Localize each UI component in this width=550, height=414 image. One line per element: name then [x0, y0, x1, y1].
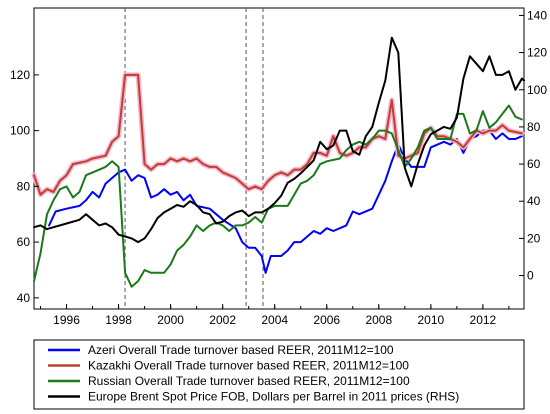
x-tick-label: 2010 — [417, 313, 444, 327]
left-tick-label: 40 — [17, 291, 31, 305]
series-line-3 — [33, 36, 525, 244]
series-line-0 — [48, 129, 523, 274]
legend-label-3: Europe Brent Spot Price FOB, Dollars per… — [88, 390, 459, 404]
right-tick-label: 80 — [527, 120, 541, 134]
series-line-1 — [33, 73, 523, 196]
vertical-reference-lines — [124, 8, 264, 309]
x-tick-label: 2000 — [157, 313, 184, 327]
right-tick-label: 60 — [527, 157, 541, 171]
right-tick-label: 140 — [527, 8, 547, 22]
left-axis: 40 60 80 100 120 — [10, 68, 39, 305]
right-tick-label: 20 — [527, 231, 541, 245]
legend: Azeri Overall Trade turnover based REER,… — [48, 343, 459, 404]
x-axis: 1996 1998 2000 2002 2004 2006 2008 2010 2012 — [40, 304, 510, 327]
right-tick-label: 100 — [527, 83, 547, 97]
x-tick-label: 2004 — [261, 313, 288, 327]
legend-label-2: Russian Overall Trade turnover based REE… — [88, 374, 410, 388]
series-layer — [31, 36, 525, 288]
right-tick-label: 40 — [527, 194, 541, 208]
right-tick-label: 120 — [527, 46, 547, 60]
x-tick-label: 1998 — [105, 313, 132, 327]
legend-box — [33, 339, 525, 410]
x-tick-label: 1996 — [53, 313, 80, 327]
x-tick-label: 2006 — [313, 313, 340, 327]
left-tick-label: 60 — [17, 235, 31, 249]
series-line-2 — [33, 104, 523, 288]
x-tick-label: 2012 — [470, 313, 497, 327]
right-tick-label: 0 — [527, 269, 534, 283]
series-highlight-1 — [31, 72, 525, 198]
x-tick-label: 2008 — [365, 313, 392, 327]
right-axis: 0 20 40 60 80 100 120 140 — [519, 8, 547, 283]
x-tick-label: 2002 — [209, 313, 236, 327]
left-tick-label: 120 — [10, 68, 30, 82]
legend-label-1: Kazakhi Overall Trade turnover based REE… — [88, 359, 409, 373]
left-tick-label: 80 — [17, 179, 31, 193]
left-tick-label: 100 — [10, 124, 30, 138]
legend-label-0: Azeri Overall Trade turnover based REER,… — [88, 343, 394, 357]
plot-frame — [33, 7, 525, 310]
